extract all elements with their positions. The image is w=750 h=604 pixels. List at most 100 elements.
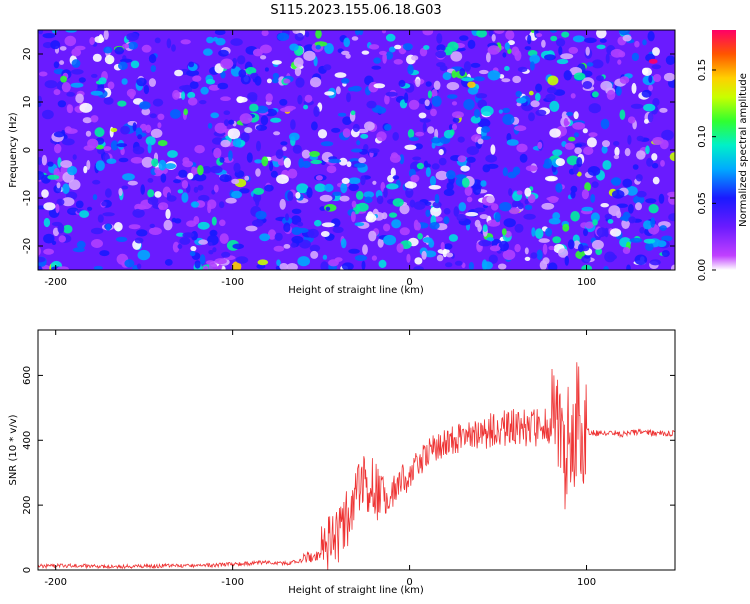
spectrogram-cell (410, 174, 420, 183)
spectrogram-cell (283, 78, 291, 84)
spectrogram-cell (457, 155, 467, 163)
spectrogram-cell (42, 109, 54, 120)
spectrogram-cell (423, 160, 429, 168)
spectrogram-cell (41, 154, 48, 166)
spectrogram-cell (388, 212, 398, 218)
spectrogram-cell (384, 124, 392, 131)
spectrogram-cell (467, 86, 479, 95)
spectrogram-cell (210, 165, 223, 174)
spectrogram-cell (352, 123, 360, 133)
spectrogram-cell (320, 231, 330, 237)
spectrogram-cell (622, 34, 632, 42)
snr-x-tick-label: 0 (406, 577, 412, 588)
spectrogram-cell (413, 201, 426, 210)
spectrogram-cell (552, 149, 563, 156)
spectrogram-cell (413, 266, 424, 270)
spectrogram-cell (361, 50, 370, 55)
spectrogram-cell (315, 175, 323, 181)
spectrogram-cell (568, 136, 576, 142)
spectrogram-cell (136, 77, 147, 87)
spectrogram-x-ticks: -200 -100 0 100 (44, 30, 596, 288)
spectrogram-cell (409, 136, 419, 142)
colorbar-tick-label: 0.10 (697, 126, 708, 148)
spectrogram-cell (555, 158, 565, 167)
spectrogram-cell (346, 92, 351, 103)
spectrogram-cell (610, 228, 622, 237)
spectrogram-cell (360, 175, 366, 186)
snr-y-tick-label: 400 (22, 431, 33, 450)
spectrogram-cell (192, 75, 202, 82)
spectrogram-cell (634, 40, 640, 48)
spectrogram-cell (491, 34, 496, 42)
spectrogram-cell (38, 265, 43, 270)
spectrogram-cell (336, 86, 341, 95)
spectrogram-cell (95, 145, 104, 150)
spectrogram-cell (524, 256, 531, 261)
spectrogram-cell (118, 188, 123, 196)
spectrogram-cell (180, 39, 191, 45)
spectrogram-cell (596, 75, 604, 82)
spectrogram-cell (171, 217, 177, 223)
spectrogram-cell (414, 257, 423, 265)
spectrogram-cell (279, 198, 286, 210)
spectrogram-cell (624, 148, 631, 157)
spectrogram-cell (418, 112, 427, 119)
spectrogram-cell (339, 195, 350, 202)
spectrogram-cell (487, 45, 500, 55)
spectrogram-cell (150, 65, 156, 73)
spectrogram-cell (270, 117, 282, 123)
spectrogram-cell (126, 88, 136, 98)
spectrogram-cell (91, 239, 103, 248)
spectrogram-cell (648, 58, 658, 64)
spectrogram-cell (578, 243, 584, 253)
spectrogram-cell (92, 179, 101, 185)
spectrogram-cell (499, 202, 512, 212)
spectrogram-cell (584, 182, 591, 192)
spectrogram-cell (219, 157, 225, 163)
spectrogram-cell (295, 192, 301, 199)
spectrogram-cell (502, 107, 510, 114)
spectrogram-cell (211, 216, 217, 226)
spectrogram-cell (106, 158, 117, 164)
spectrogram-cell (524, 247, 529, 255)
spectrogram-cell (141, 44, 152, 53)
spectrogram-cell (87, 138, 99, 149)
spectrogram-cell (139, 123, 148, 131)
spectrogram-cell (139, 101, 151, 110)
snr-series-line (38, 362, 675, 570)
colorbar-gradient (712, 30, 736, 270)
spectrogram-cell (602, 140, 610, 148)
spectrogram-cell (546, 86, 557, 94)
spectrogram-cell (351, 211, 356, 223)
spectrogram-cell (132, 208, 145, 218)
spectrogram-cell (274, 232, 283, 241)
spectrogram-cell (166, 38, 172, 49)
spectrogram-cell (630, 103, 644, 109)
spectrogram-cell (439, 65, 448, 72)
spectrogram-cell (503, 218, 516, 228)
spectrogram-cell (114, 46, 125, 55)
spectrogram-cell (476, 30, 488, 38)
spectrogram-cell (600, 203, 609, 208)
spectrogram-cell (365, 213, 377, 223)
spectrogram-cell (266, 78, 272, 84)
spectrogram-cell (581, 189, 590, 200)
spectrogram-cell (265, 93, 273, 103)
spectrogram-cell (147, 178, 154, 183)
spectrogram-cell (269, 161, 274, 172)
spectrogram-cell (260, 115, 269, 126)
spectrogram-cell (181, 91, 186, 100)
spectrogram-cell (255, 210, 267, 220)
spectrogram-cell (508, 207, 520, 215)
snr-x-tick-label: -100 (221, 577, 244, 588)
spectrogram-cell (458, 202, 467, 212)
spectrogram-cell (198, 194, 210, 202)
spectrogram-cell (297, 256, 311, 267)
spectrogram-cell (160, 173, 167, 183)
spectrogram-cell (219, 233, 229, 245)
spectrogram-cell (498, 240, 509, 252)
spectrogram-cell (407, 129, 415, 139)
spectrogram-cell (337, 112, 347, 117)
spectrogram-cell (103, 30, 109, 40)
